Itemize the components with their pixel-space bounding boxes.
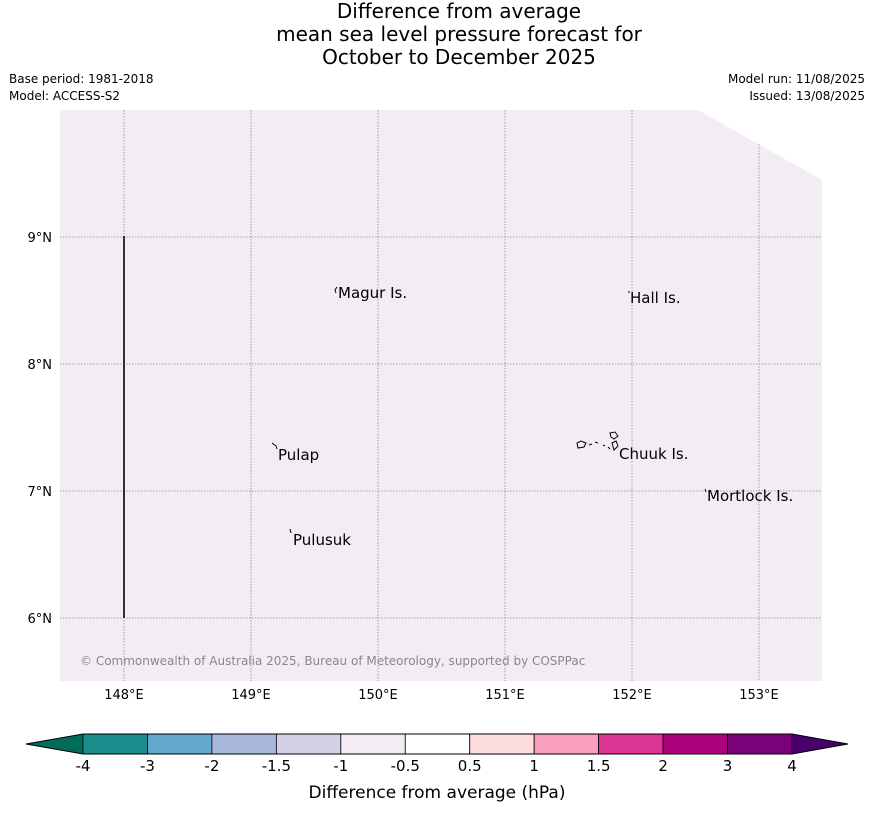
colorbar-tick-label: 0.5 <box>458 757 482 775</box>
latitude-label: 7°N <box>28 485 53 500</box>
colorbar-tick-labels: -4 -3 -2 -1.5 -1 -0.5 0.5 1 1.5 2 3 4 <box>76 757 797 775</box>
colorbar: -4 -3 -2 -1.5 -1 -0.5 0.5 1 1.5 2 3 4 Difference fr… <box>25 733 849 803</box>
title-line-1: Difference from average <box>336 0 582 23</box>
issued-text: Issued: 13/08/2025 <box>749 89 865 103</box>
place-label-mortlock: Mortlock Is. <box>707 487 793 505</box>
colorbar-segment <box>211 733 277 755</box>
place-label-magur: Magur Is. <box>338 284 407 302</box>
colorbar-segment <box>533 733 600 755</box>
place-label-pulusuk: Pulusuk <box>293 531 351 549</box>
place-label-hall: Hall Is. <box>630 289 681 307</box>
longitude-label: 149°E <box>231 688 271 703</box>
colorbar-tick-label: 1.5 <box>587 757 611 775</box>
colorbar-over-arrow <box>792 734 848 754</box>
latitude-labels: 9°N 8°N 7°N 6°N <box>28 231 53 627</box>
colorbar-tick-label: 4 <box>787 757 797 775</box>
colorbar-segment <box>662 733 728 755</box>
chuuk-atoll-icon <box>576 431 619 451</box>
model-run-text: Model run: 11/08/2025 <box>727 72 865 86</box>
latitude-label: 6°N <box>28 612 53 627</box>
longitude-label: 148°E <box>104 688 144 703</box>
island-markers <box>271 286 707 534</box>
magur-island-icon <box>334 286 338 294</box>
longitude-label: 153°E <box>739 688 779 703</box>
place-label-pulap: Pulap <box>278 446 319 464</box>
colorbar-label: Difference from average (hPa) <box>309 783 566 803</box>
colorbar-segment <box>340 733 406 755</box>
colorbar-tick-label: -3 <box>140 757 155 775</box>
colorbar-tick-label: -0.5 <box>391 757 420 775</box>
colorbar-segment <box>404 733 471 755</box>
colorbar-tick-label: 1 <box>529 757 539 775</box>
colorbar-outline <box>25 733 849 755</box>
colorbar-segment <box>82 733 148 755</box>
longitude-label: 150°E <box>358 688 398 703</box>
colorbar-segment <box>147 733 213 755</box>
colorbar-segment <box>469 733 535 755</box>
map-title: Difference from average mean sea level p… <box>0 0 873 69</box>
copyright-text: © Commonwealth of Australia 2025, Bureau… <box>80 654 585 668</box>
map-background <box>60 110 822 681</box>
colorbar-tick-label: 2 <box>658 757 668 775</box>
colorbar-tick-label: -1 <box>333 757 348 775</box>
latitude-label: 9°N <box>28 231 53 246</box>
colorbar-under-arrow <box>26 734 83 754</box>
pulap-island-icon <box>271 442 278 450</box>
meta-right: Model run: 11/08/2025 Issued: 13/08/2025 <box>728 71 865 105</box>
colorbar-segment <box>598 733 664 755</box>
pulusuk-island-icon <box>289 528 292 534</box>
longitude-labels: 148°E 149°E 150°E 151°E 152°E 153°E <box>104 688 779 703</box>
meta-left: Base period: 1981-2018 Model: ACCESS-S2 <box>9 71 154 105</box>
colorbar-segment <box>275 733 342 755</box>
colorbar-tick-label: -2 <box>204 757 219 775</box>
colorbar-segments <box>82 733 793 755</box>
map-area: 148°E 149°E 150°E 151°E 152°E 153°E 9°N 8°N 7°N… <box>28 110 822 703</box>
base-period-text: Base period: 1981-2018 <box>9 72 154 86</box>
title-line-3: October to December 2025 <box>322 45 596 69</box>
colorbar-tick-label: 3 <box>723 757 733 775</box>
place-label-chuuk: Chuuk Is. <box>619 445 688 463</box>
model-text: Model: ACCESS-S2 <box>9 89 121 103</box>
longitude-label: 151°E <box>485 688 525 703</box>
colorbar-tick-label: -1.5 <box>262 757 291 775</box>
title-line-2: mean sea level pressure forecast for <box>276 22 642 46</box>
latitude-label: 8°N <box>28 358 53 373</box>
colorbar-tick-label: -4 <box>76 757 91 775</box>
colorbar-segment <box>727 733 793 755</box>
longitude-label: 152°E <box>612 688 652 703</box>
mortlock-island-icon <box>704 488 707 493</box>
